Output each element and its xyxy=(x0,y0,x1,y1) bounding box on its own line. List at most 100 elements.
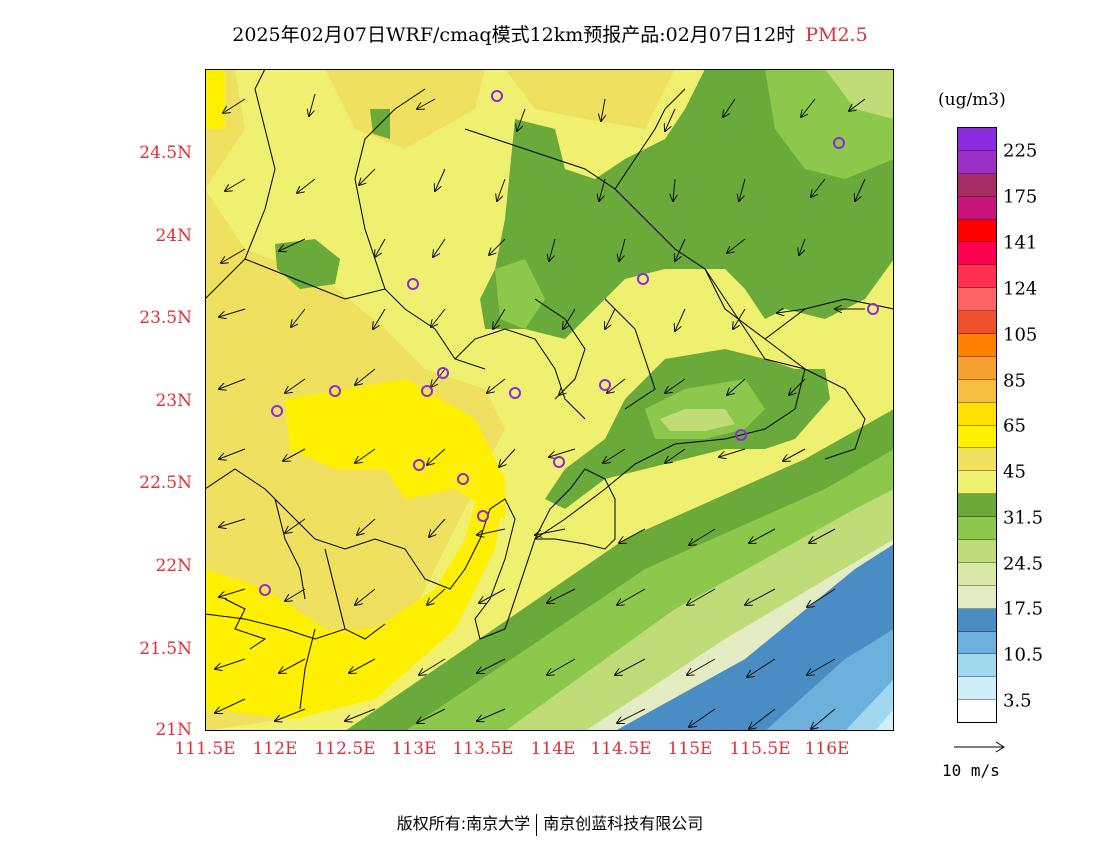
wind-vector xyxy=(355,448,376,463)
wind-vector xyxy=(279,238,306,251)
color-bar-segment xyxy=(958,356,996,380)
wind-vector xyxy=(275,708,306,721)
wind-vector xyxy=(809,528,836,543)
wind-vector xyxy=(535,528,566,535)
pm25-patch xyxy=(325,69,485,149)
wind-vector xyxy=(665,448,686,463)
admin-boundaries xyxy=(205,69,894,710)
x-tick-label: 115E xyxy=(667,739,713,759)
wind-vector xyxy=(807,588,836,607)
legend-label: 141 xyxy=(1003,232,1038,254)
color-bar-segment xyxy=(958,677,996,701)
wind-vectors xyxy=(215,93,866,729)
pm25-band xyxy=(765,629,894,731)
color-bar-segment xyxy=(958,379,996,403)
wind-vector xyxy=(783,448,806,461)
x-tick-label: 113.5E xyxy=(452,739,514,759)
wind-vector xyxy=(431,308,446,327)
wind-vector xyxy=(689,708,716,727)
color-bar-segment xyxy=(958,265,996,289)
forecast-map xyxy=(205,69,894,731)
color-bar-segment xyxy=(958,311,996,335)
wind-vector xyxy=(349,658,376,673)
color-bar-segment xyxy=(958,654,996,678)
wind-vector xyxy=(665,108,676,131)
legend-label: 85 xyxy=(1003,370,1026,392)
wind-vector xyxy=(727,378,746,395)
wind-vector xyxy=(619,238,626,261)
wind-vector xyxy=(487,378,506,393)
color-bar-segment xyxy=(958,585,996,609)
station-marker xyxy=(509,387,521,399)
wind-vector xyxy=(477,528,506,535)
wind-vector xyxy=(559,378,576,395)
pm25-patch xyxy=(495,259,545,329)
wind-vector xyxy=(547,588,576,603)
wind-vector xyxy=(345,708,376,721)
pm25-patch xyxy=(285,379,505,519)
wind-vector xyxy=(477,708,506,721)
pm25-patch xyxy=(505,69,675,129)
color-bar-segment xyxy=(958,448,996,472)
station-marker xyxy=(553,456,565,468)
wind-vector xyxy=(431,368,446,387)
color-bar-segment xyxy=(958,288,996,312)
color-bar-segment xyxy=(958,494,996,518)
legend-label: 31.5 xyxy=(1003,507,1044,529)
x-tick-label: 112.5E xyxy=(314,739,376,759)
color-bar-segment xyxy=(958,471,996,495)
pm25-patch xyxy=(205,69,225,129)
wind-vector xyxy=(297,178,316,193)
wind-vector xyxy=(291,308,306,327)
title-pollutant: PM2.5 xyxy=(805,24,868,46)
wind-vector xyxy=(811,178,826,197)
pm25-patch xyxy=(825,69,894,119)
wind-vector xyxy=(215,698,246,713)
station-marker xyxy=(413,459,425,471)
wind-vector xyxy=(219,308,246,317)
station-marker xyxy=(867,303,879,315)
wind-vector xyxy=(375,238,386,257)
color-bar-segment xyxy=(958,173,996,197)
wind-vector xyxy=(357,518,376,535)
wind-vector xyxy=(547,658,576,675)
wind-vector xyxy=(747,658,776,677)
wind-vector xyxy=(549,448,576,457)
wind-vector xyxy=(549,238,556,261)
legend-units: (ug/m3) xyxy=(938,90,1006,110)
station-marker xyxy=(271,405,283,417)
station-marker xyxy=(637,273,649,285)
wind-vector xyxy=(355,368,376,385)
x-tick-label: 113E xyxy=(391,739,437,759)
legend-label: 105 xyxy=(1003,324,1038,346)
station-marker xyxy=(259,584,271,596)
monitoring-stations xyxy=(259,90,879,596)
wind-vector xyxy=(427,588,446,605)
wind-vector xyxy=(479,588,506,603)
pm25-band xyxy=(845,679,894,731)
legend-label: 175 xyxy=(1003,186,1038,208)
y-tick-label: 22N xyxy=(155,556,192,576)
wind-vector xyxy=(359,168,376,185)
wind-vector xyxy=(723,98,736,117)
wind-reference-arrow-icon xyxy=(954,741,1005,753)
color-bar-segment xyxy=(958,425,996,449)
wind-vector xyxy=(789,378,806,395)
wind-vector xyxy=(219,448,246,459)
color-bar xyxy=(957,127,997,723)
color-bar-segment xyxy=(958,402,996,426)
wind-vector xyxy=(689,528,716,545)
wind-vector xyxy=(225,178,246,191)
wind-vector xyxy=(599,178,606,201)
wind-vector xyxy=(499,448,516,467)
y-tick-label: 23.5N xyxy=(139,308,192,328)
wind-vector xyxy=(221,248,246,263)
wind-vector xyxy=(285,378,306,393)
wind-vector xyxy=(223,98,246,113)
wind-vector xyxy=(749,528,776,543)
color-bar-segment xyxy=(958,700,996,723)
legend-label: 17.5 xyxy=(1003,598,1044,620)
wind-vector xyxy=(801,98,816,117)
wind-vector xyxy=(417,98,436,109)
legend-label: 24.5 xyxy=(1003,553,1044,575)
